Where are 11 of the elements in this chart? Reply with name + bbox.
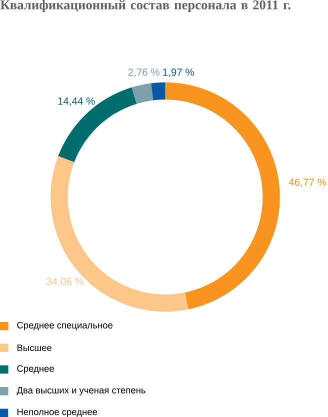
legend-label: Неполное среднее: [18, 408, 98, 417]
data-label: 14,44 %: [58, 97, 96, 106]
legend-label: Высшее: [18, 344, 52, 352]
data-label: 46,77 %: [289, 178, 326, 188]
legend-label: Два высших и ученая степень: [17, 387, 146, 396]
data-label: 2,76 %: [128, 68, 160, 78]
legend-label: Среднее: [17, 365, 54, 374]
legend-label: Среднее специальное: [17, 322, 113, 330]
data-label: 34,06 %: [46, 278, 84, 286]
data-label: 1,97 %: [163, 68, 194, 78]
chart-title: Квалификационный состав персонала в 2011 г.: [0, 0, 291, 12]
